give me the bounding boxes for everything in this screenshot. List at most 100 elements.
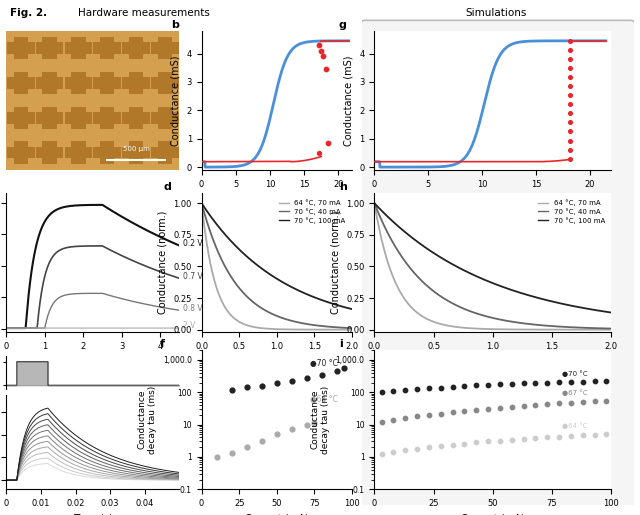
X-axis label: Time (s): Time (s) [473, 356, 513, 367]
Point [507, 436, 517, 444]
Bar [122, 42, 150, 54]
Point [471, 406, 481, 414]
Point [323, 139, 333, 147]
Bar [157, 72, 172, 94]
Bar [65, 42, 92, 54]
Point [436, 383, 446, 391]
Point [565, 145, 575, 153]
Legend: 64 °C, 70 mA, 70 °C, 40 mA, 70 °C, 100 mA: 64 °C, 70 mA, 70 °C, 40 mA, 70 °C, 100 m… [535, 197, 608, 227]
Point [376, 388, 387, 397]
Bar [71, 142, 86, 164]
Point [318, 53, 328, 61]
Point [483, 405, 493, 413]
Y-axis label: Conductance (norm.): Conductance (norm.) [158, 211, 168, 314]
Bar [100, 107, 115, 129]
Point [227, 449, 237, 457]
Bar [100, 37, 115, 59]
Point [447, 440, 458, 449]
Bar [151, 147, 179, 159]
Point [589, 398, 600, 406]
Point [412, 444, 422, 453]
Point [542, 433, 552, 441]
Point [242, 443, 252, 451]
Point [339, 364, 349, 372]
Point [460, 407, 470, 415]
Point [227, 386, 237, 394]
Point [242, 383, 252, 391]
Point [447, 383, 458, 391]
Bar [129, 107, 143, 129]
Point [257, 382, 267, 390]
Point [565, 46, 575, 54]
Bar [7, 112, 35, 124]
Bar [71, 107, 86, 129]
Point [554, 433, 564, 441]
Point [566, 399, 576, 407]
Bar [42, 37, 57, 59]
Bar [36, 147, 63, 159]
Bar [7, 147, 35, 159]
Point [483, 381, 493, 389]
Text: b: b [172, 20, 179, 30]
Point [471, 438, 481, 447]
Point [388, 387, 399, 395]
Legend: 64 °C, 70 mA, 70 °C, 40 mA, 70 °C, 100 mA: 64 °C, 70 mA, 70 °C, 40 mA, 70 °C, 100 m… [276, 197, 349, 227]
Y-axis label: Conductance
decay tau (ms): Conductance decay tau (ms) [137, 386, 157, 454]
Bar [36, 77, 63, 89]
Bar [93, 77, 121, 89]
X-axis label: Current (mA): Current (mA) [245, 513, 308, 515]
Point [495, 437, 505, 445]
Point [565, 91, 575, 99]
Bar [122, 77, 150, 89]
X-axis label: Time (s): Time (s) [73, 513, 113, 515]
FancyBboxPatch shape [359, 20, 636, 510]
Text: f: f [159, 339, 164, 349]
X-axis label: Current (mA): Current (mA) [461, 513, 525, 515]
Point [589, 377, 600, 385]
Point [388, 448, 399, 456]
Point [578, 398, 588, 406]
Bar [65, 112, 92, 124]
Point [316, 47, 326, 55]
Point [376, 418, 387, 426]
Text: g: g [339, 20, 347, 30]
Point [566, 432, 576, 440]
Point [578, 377, 588, 386]
Point [565, 37, 575, 45]
Point [589, 431, 600, 439]
Bar [151, 77, 179, 89]
Point [211, 453, 222, 461]
Bar [129, 142, 143, 164]
Bar [7, 77, 35, 89]
Bar [93, 112, 121, 124]
Point [566, 377, 576, 386]
Text: Simulations: Simulations [465, 8, 527, 18]
Text: ●67 °C: ●67 °C [562, 390, 588, 397]
Point [542, 379, 552, 387]
Point [460, 439, 470, 448]
Point [565, 100, 575, 109]
X-axis label: V: V [490, 194, 496, 204]
Bar [42, 72, 57, 94]
Bar [93, 42, 121, 54]
Point [321, 65, 331, 73]
Point [412, 412, 422, 420]
Text: ●64 °C: ●64 °C [562, 422, 588, 428]
Point [565, 55, 575, 63]
Bar [36, 112, 63, 124]
Point [272, 379, 282, 387]
Point [447, 408, 458, 417]
Bar [71, 37, 86, 59]
Text: ●70 °C: ●70 °C [310, 359, 338, 368]
Point [531, 401, 541, 409]
Bar [13, 72, 28, 94]
Point [314, 149, 324, 158]
Point [424, 443, 434, 451]
Text: 500 μm: 500 μm [123, 146, 149, 152]
Point [272, 430, 282, 438]
Point [309, 419, 319, 427]
Point [565, 109, 575, 117]
Point [531, 379, 541, 387]
Y-axis label: Conductance (norm.): Conductance (norm.) [331, 211, 340, 314]
Point [460, 382, 470, 390]
